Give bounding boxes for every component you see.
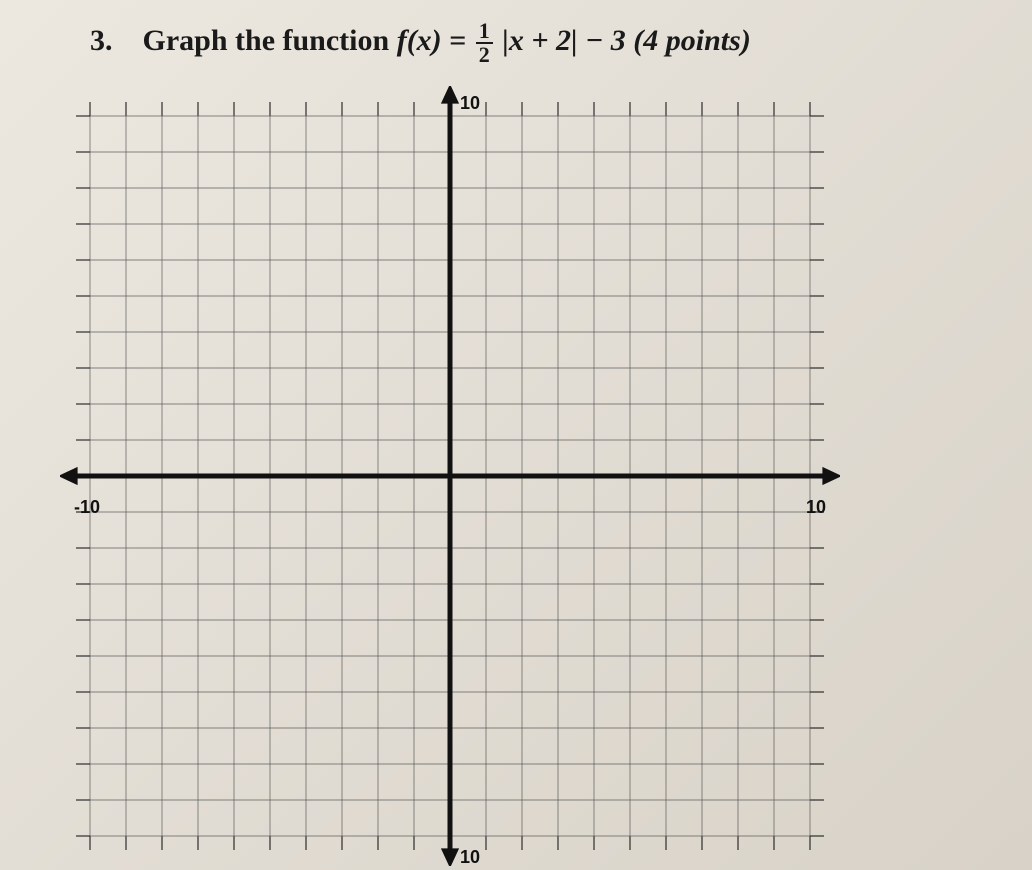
fraction-one-half: 1 2 [476, 20, 493, 66]
points-label: (4 points) [633, 24, 751, 57]
svg-text:-10: -10 [74, 497, 100, 517]
svg-text:10: 10 [460, 847, 480, 866]
fraction-denominator: 2 [476, 44, 493, 66]
equals-sign: = [449, 24, 474, 57]
svg-text:10: 10 [806, 497, 826, 517]
question-line: 3. Graph the function f(x) = 1 2 |x + 2|… [40, 20, 992, 66]
question-prompt: Graph the function [143, 24, 397, 57]
function-lhs: f(x) [397, 24, 442, 57]
grid-svg: 10 10 -10 10 [60, 86, 840, 866]
question-number: 3. [90, 24, 113, 57]
worksheet-page: 3. Graph the function f(x) = 1 2 |x + 2|… [0, 0, 1032, 870]
fraction-numerator: 1 [476, 20, 493, 44]
abs-value-expr: |x + 2| − 3 [502, 24, 626, 57]
svg-text:10: 10 [460, 93, 480, 113]
coordinate-grid: 10 10 -10 10 [60, 86, 992, 866]
